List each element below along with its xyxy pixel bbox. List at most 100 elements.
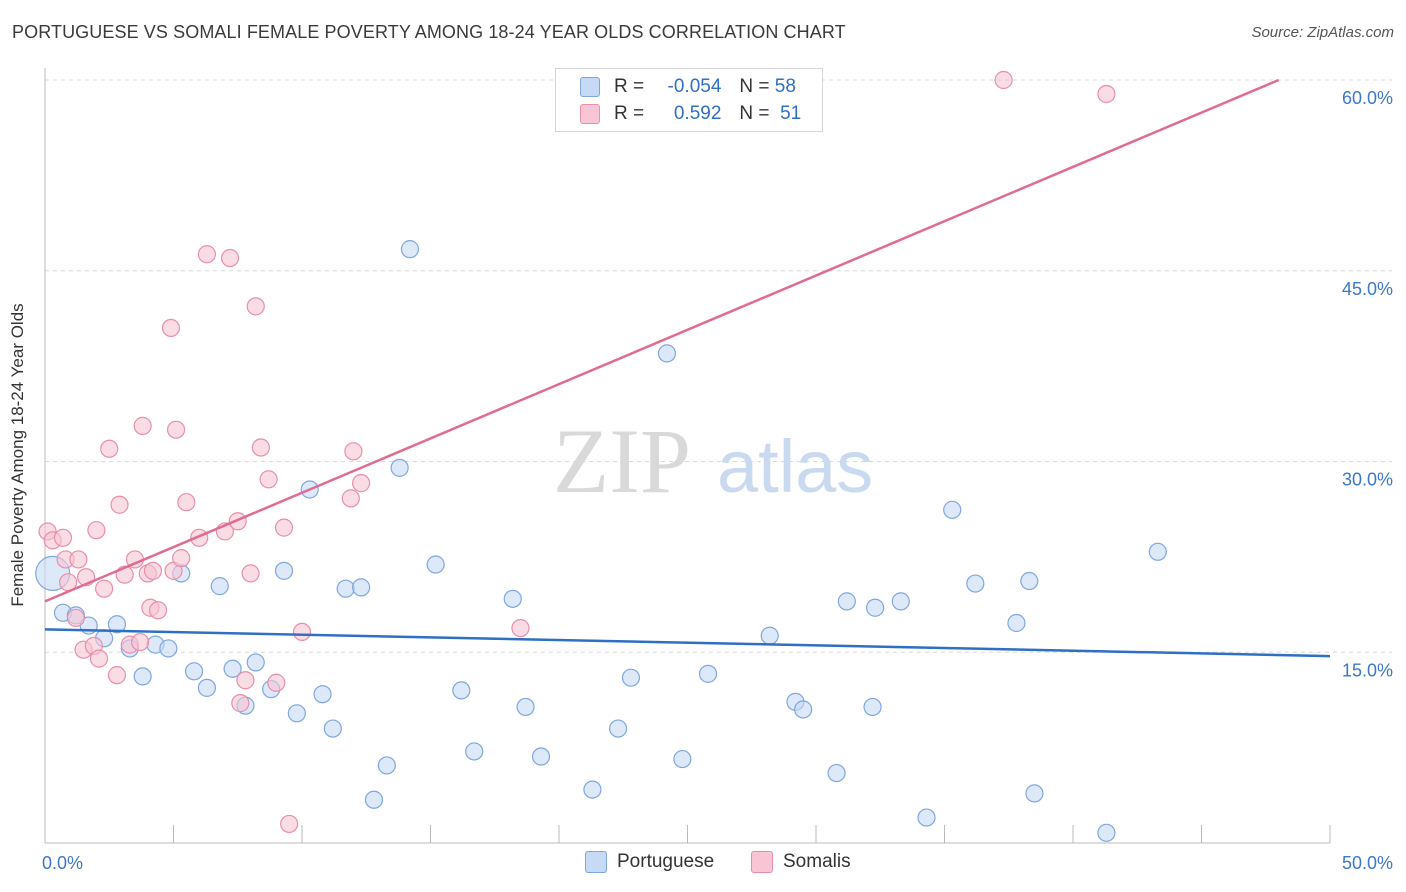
y-tick-label: 60.0% [1342,88,1393,108]
somali-point [259,470,278,489]
portuguese-point [313,685,332,704]
y-tick-label: 45.0% [1342,279,1393,299]
legend-r-value: 0.592 [673,103,722,124]
tick-labels: 15.0% 30.0% 45.0% 60.0% 0.0% 50.0% [42,88,1393,873]
portuguese-point [583,780,602,799]
legend-n-label: N = [739,103,770,124]
somali-point [66,608,85,628]
somali-point [197,245,217,264]
somali-legend-swatch [751,851,773,873]
somali-point [267,673,286,692]
chart-title: PORTUGUESE VS SOMALI FEMALE POVERTY AMON… [12,22,846,42]
somali-point [87,521,106,540]
source-credit: Source: ZipAtlas.com [1251,24,1394,41]
portuguese-legend-swatch [585,851,607,873]
somali-trend-line [44,78,1280,603]
watermark-zip: ZIP [553,410,691,512]
somali-point [344,442,363,461]
axes [44,68,1331,844]
somali-point [133,416,152,435]
portuguese-point [794,700,813,719]
legend-label-portuguese: Portuguese [617,851,715,872]
legend-r-label: R = [614,103,645,124]
somali-point [89,649,109,668]
somali-point [220,248,240,268]
y-tick-label: 15.0% [1342,660,1393,680]
portuguese-point [866,598,885,617]
somali-point [100,439,119,458]
somali-point [130,632,150,652]
somali-point [241,564,260,583]
somali-point [236,671,255,690]
x-tick-label: 0.0% [42,853,83,873]
somali-point [341,489,360,508]
x-tick-label: 50.0% [1342,853,1393,873]
somali-point [274,518,294,537]
portuguese-point [657,344,677,363]
legend-item-somalis: Somalis [751,851,851,873]
series-legend: Portuguese Somalis [0,851,1406,877]
legend-row-somali: R = 0.592 N = 51 [580,103,801,125]
legend-item-portuguese: Portuguese [585,851,714,873]
portuguese-swatch [580,77,600,97]
portuguese-point [159,639,178,658]
portuguese-point [246,653,265,672]
portuguese-point [197,678,217,697]
portuguese-point [274,561,294,580]
portuguese-point [336,579,355,598]
portuguese-point [287,704,306,723]
portuguese-point [1020,571,1039,591]
portuguese-point [1007,613,1026,633]
somali-point [110,495,129,514]
legend-label-somalis: Somalis [783,851,851,872]
portuguese-trend-line [44,628,1331,658]
somali-point [292,622,312,642]
somali-point [166,420,186,439]
somali-point [511,618,530,638]
portuguese-point [364,790,384,809]
portuguese-point [516,697,535,717]
portuguese-point [891,592,910,611]
somali-point [246,297,265,316]
portuguese-point [223,659,242,678]
y-axis-label: Female Poverty Among 18-24 Year Olds [8,303,27,607]
somali-point [69,550,88,569]
y-tick-label: 30.0% [1342,470,1393,490]
somali-point [107,666,127,685]
legend-row-portuguese: R = -0.054 N = 58 [580,76,796,98]
portuguese-point [352,578,371,597]
portuguese-point [107,615,127,634]
portuguese-point [323,719,342,738]
somali-point [994,70,1013,90]
portuguese-point [1025,784,1044,803]
portuguese-point [1097,823,1116,842]
portuguese-point [917,808,936,827]
portuguese-point [966,574,985,593]
portuguese-point [531,747,551,766]
somali-point [172,549,191,568]
portuguese-point [184,662,204,681]
somali-point [251,438,270,457]
somali-point [352,474,371,493]
portuguese-point [133,667,152,686]
portuguese-point [452,681,471,700]
legend-r-label: R = [614,76,645,97]
portuguese-point [837,592,856,611]
somali-point [53,528,73,547]
stats-legend: R = -0.054 N = 58 R = 0.592 N = 51 [555,68,823,132]
legend-n-label: N = [739,76,770,97]
legend-n-value: 58 [774,76,796,97]
somali-point [95,579,114,598]
trend-lines [44,78,1331,658]
portuguese-point [673,749,692,769]
legend-n-value: 51 [780,103,802,124]
portuguese-point [827,763,846,783]
somali-point [1097,84,1116,104]
portuguese-point [377,756,396,775]
somali-point [148,601,168,620]
portuguese-point [943,500,962,519]
portuguese-point [390,458,409,477]
watermark: ZIP atlas [553,410,873,512]
portuguese-point [698,664,718,683]
portuguese-point [621,668,641,687]
